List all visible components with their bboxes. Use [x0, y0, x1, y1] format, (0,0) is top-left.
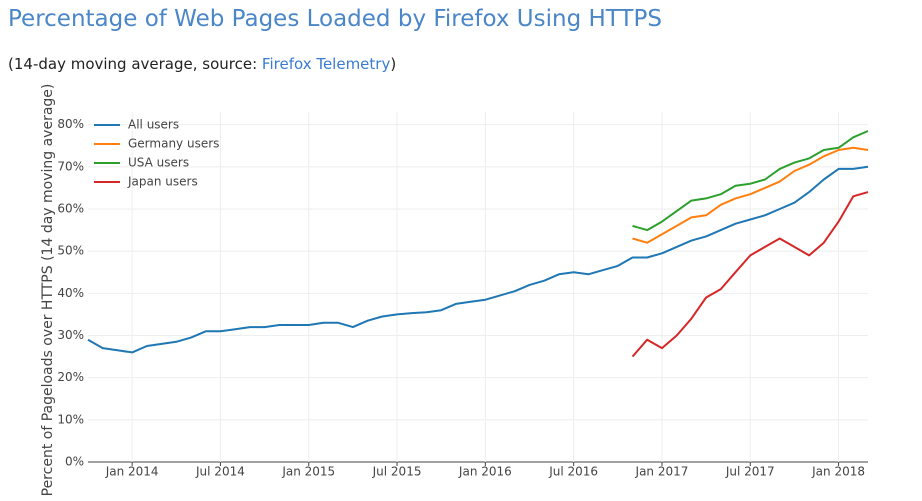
y-axis-label: Percent of Pageloads over HTTPS (14 day … [40, 84, 56, 497]
subtitle-text: (14-day moving average, source: [8, 55, 262, 73]
legend-label[interactable]: USA users [128, 156, 189, 170]
x-tick-label: Jan 2014 [105, 465, 159, 479]
page-title: Percentage of Web Pages Loaded by Firefo… [8, 6, 662, 32]
y-tick-label: 60% [57, 201, 84, 215]
subtitle: (14-day moving average, source: Firefox … [8, 55, 396, 73]
y-tick-label: 40% [57, 286, 84, 300]
y-tick-label: 10% [57, 412, 84, 426]
x-tick-label: Jan 2017 [635, 465, 689, 479]
series-line [632, 146, 869, 244]
y-tick-label: 0% [65, 455, 84, 469]
x-tick-label: Jul 2016 [548, 465, 598, 479]
y-tick-label: 80% [57, 117, 84, 131]
y-tick-label: 50% [57, 244, 84, 258]
x-tick-label: Jan 2018 [811, 465, 865, 479]
y-tick-label: 20% [57, 370, 84, 384]
legend-label[interactable]: Germany users [128, 137, 219, 151]
telemetry-link[interactable]: Firefox Telemetry [261, 55, 391, 73]
subtitle-text: ) [390, 55, 397, 73]
x-tick-label: Jul 2017 [725, 465, 775, 479]
y-tick-label: 70% [57, 159, 84, 173]
x-tick-label: Jan 2016 [458, 465, 512, 479]
series-line [87, 165, 869, 354]
y-tick-label: 30% [57, 328, 84, 342]
legend-label[interactable]: Japan users [127, 175, 198, 189]
series-line [632, 130, 869, 232]
x-tick-label: Jul 2014 [195, 465, 245, 479]
x-tick-label: Jan 2015 [281, 465, 335, 479]
legend-label[interactable]: All users [128, 118, 179, 132]
series-line [631, 191, 869, 358]
x-tick-label: Jul 2015 [372, 465, 422, 479]
